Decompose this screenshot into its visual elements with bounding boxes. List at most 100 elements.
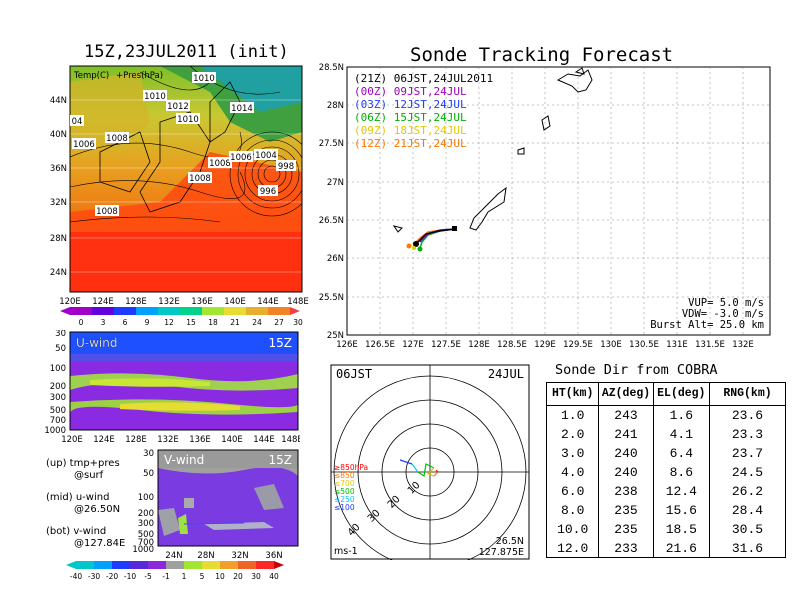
lon-tick: 132E <box>158 297 180 307</box>
pressure-label: 1010 <box>177 115 199 125</box>
pressure-tick: 300 <box>138 519 154 529</box>
colorbar-tick: 24 <box>252 318 262 327</box>
note-line: (mid) u-wind <box>46 492 110 503</box>
note-line: (up) tmp+pres <box>46 458 120 469</box>
pressure-tick: 50 <box>143 469 154 479</box>
level-entry: ≤250 <box>334 495 355 504</box>
cell-el: 1.6 <box>654 406 710 425</box>
cell-rng: 24.5 <box>731 465 764 480</box>
colorbar-tick: -20 <box>106 572 118 581</box>
polar-plot: 10 20 30 40 06JST 24JUL ≥850hPa ≤850 ≤70… <box>330 364 530 560</box>
polar-time-label: 06JST <box>336 367 372 381</box>
pressure-tick: 50 <box>55 344 66 354</box>
note-line: (bot) v-wind <box>46 526 107 537</box>
table-row: 12.0 233 21.6 31.6 <box>547 539 785 558</box>
cell-az: 238 <box>599 482 654 501</box>
level-entry: ≥850hPa <box>334 463 368 472</box>
lon-tick: 136E <box>189 435 211 445</box>
table-row: 8.0 235 15.6 28.4 <box>547 501 785 520</box>
lon-tick: 127.5E <box>431 340 461 350</box>
korea-coastline <box>99 131 151 193</box>
colorbar-tick: 9 <box>145 318 150 327</box>
lat-tick: 28.5N <box>319 63 344 73</box>
cell-el: 15.6 <box>654 501 710 520</box>
cell-rng: 28.4 <box>731 503 764 518</box>
cell-az: 233 <box>599 539 654 558</box>
lon-tick: 130E <box>600 340 622 350</box>
table-row: 2.0 241 4.1 23.3 <box>547 425 785 444</box>
colorbar-tick: -40 <box>70 572 82 581</box>
header-rng: RNG(km) <box>723 387 772 400</box>
table-row: 10.0 235 18.5 30.5 <box>547 520 785 539</box>
header-ht: HT(km) <box>547 383 600 405</box>
pressure-tick: 1000 <box>44 426 66 436</box>
lat-tick: 26N <box>327 254 344 264</box>
legend-entry-09z: (09Z) 18JST,24JUL <box>354 124 467 137</box>
lon-tick: 124E <box>93 435 115 445</box>
pressure-label: 1008 <box>106 134 128 144</box>
colorbar-tick-labels: 0 3 6 9 12 15 18 21 24 27 30 <box>79 318 303 327</box>
pressure-tick: 200 <box>138 509 154 519</box>
colorbar-tick: 21 <box>230 318 240 327</box>
lat-tick: 32N <box>50 198 67 208</box>
lon-tick: 128E <box>468 340 490 350</box>
legend-entry-00z: (00Z) 09JST,24JUL <box>354 85 467 98</box>
lon-tick: 131E <box>666 340 688 350</box>
tracking-grid <box>347 67 770 335</box>
pressure-label: 1006 <box>73 140 95 150</box>
cell-rng: 30.5 <box>731 522 764 537</box>
landing-point-06z <box>417 246 423 252</box>
cell-rng: 26.2 <box>731 484 764 499</box>
note-line: @127.84E <box>74 538 126 549</box>
level-entry: ≤500 <box>334 487 355 496</box>
lon-tick: 132E <box>732 340 754 350</box>
colorbar-tick: 6 <box>123 318 128 327</box>
pres-label: +Pres(hPa) <box>116 71 163 81</box>
lon-tick: 148E <box>281 435 300 445</box>
panel-notes: (up) tmp+pres @surf (mid) u-wind @26.50N… <box>46 458 125 550</box>
lon-tick: 144E <box>253 435 275 445</box>
note-top: (up) tmp+pres @surf <box>46 458 125 482</box>
u-wind-panel: U-wind 15Z 30 50 100 200 300 500 700 100… <box>44 330 300 445</box>
lon-tick: 132E <box>157 435 179 445</box>
lat-tick: 27N <box>327 178 344 188</box>
level-entry: ≤700 <box>334 479 355 488</box>
landing-point-12z <box>406 243 412 249</box>
lat-tick: 24N <box>165 551 182 560</box>
cell-az: 241 <box>599 425 654 444</box>
polar-lon: 127.875E <box>479 547 524 558</box>
lat-tick: 27.5N <box>319 139 344 149</box>
lon-tick: 128E <box>125 435 147 445</box>
note-line: @26.50N <box>74 504 121 515</box>
lat-tick: 24N <box>50 268 67 278</box>
legend-entry-06z: (06Z) 15JST,24JUL <box>354 111 467 124</box>
sonde-tracks <box>413 228 456 249</box>
legend-entry-03z: (03Z) 12JST,24JUL <box>354 98 467 111</box>
landing-point-21z <box>413 241 419 247</box>
colorbar-tick: 1 <box>182 572 187 581</box>
table-header-row: HT(km) AZ(deg) EL(deg) RNG(km) <box>547 383 785 406</box>
track-21z <box>415 228 456 245</box>
lat-tick: 25.5N <box>319 293 344 303</box>
lon-tick: 128E <box>125 297 147 307</box>
island-outlines <box>392 67 593 233</box>
temp-label: Temp(C) <box>73 71 109 81</box>
lon-tick: 140E <box>224 297 246 307</box>
lat-tick: 28N <box>50 234 67 244</box>
header-el: EL(deg) <box>654 383 710 405</box>
v-wind-pressure-ticks: 30 50 100 200 300 500 700 1000 <box>132 449 154 555</box>
colorbar-tick: -1 <box>162 572 170 581</box>
note-bot: (bot) v-wind @127.84E <box>46 526 125 550</box>
colorbar-tick: -30 <box>88 572 100 581</box>
cell-rng: 23.3 <box>731 427 764 442</box>
lat-tick: 25N <box>327 331 344 341</box>
lon-tick: 144E <box>257 297 279 307</box>
tracking-title: Sonde Tracking Forecast <box>410 44 674 66</box>
pressure-label: 1006 <box>230 153 252 163</box>
pressure-tick: 500 <box>50 406 66 416</box>
cell-az: 240 <box>599 463 654 482</box>
cell-az: 235 <box>599 501 654 520</box>
pressure-tick: 100 <box>138 493 154 503</box>
lat-tick: 28N <box>327 101 344 111</box>
pressure-tick: 700 <box>138 538 154 548</box>
